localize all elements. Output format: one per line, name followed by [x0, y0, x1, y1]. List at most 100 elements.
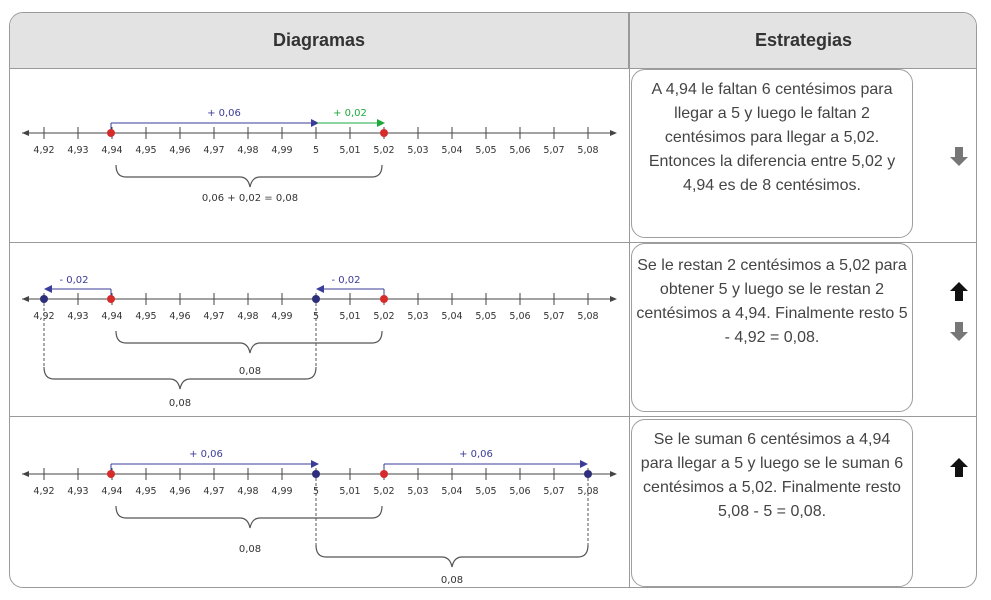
strategy-card-3: Se le suman 6 centésimos a 4,94 para lle… [631, 419, 913, 587]
tick-label: 5,08 [577, 145, 598, 156]
point-4-94 [107, 129, 115, 137]
brace [115, 164, 383, 188]
arrow-down-icon[interactable] [947, 319, 971, 343]
number-line-diagram-3: 4,92 4,93 4,94 4,95 4,96 4,97 4,98 4,99 5 5,01 5,0… [22, 449, 617, 586]
tick-label: 5,07 [543, 486, 564, 497]
tick-label: 4,93 [67, 145, 88, 156]
brace-upper [115, 505, 383, 529]
arrow-up-icon[interactable] [947, 456, 971, 480]
tick-label: 4,92 [33, 145, 54, 156]
point-5-08 [584, 470, 592, 478]
tick-label: 5,01 [339, 145, 360, 156]
point-5-02 [380, 129, 388, 137]
tick-label: 5,07 [543, 311, 564, 322]
column-divider [629, 13, 630, 587]
point-5-02 [380, 295, 388, 303]
tick-label: 5,03 [407, 486, 428, 497]
point-5-02 [380, 470, 388, 478]
brace-upper-label: 0,08 [239, 544, 261, 555]
tick-label: 4,98 [237, 311, 258, 322]
brace-upper-label: 0,08 [239, 366, 261, 377]
point-5 [312, 295, 320, 303]
tick-label: 5,08 [577, 486, 598, 497]
row-divider [10, 68, 976, 69]
tick-label: 5,02 [373, 311, 394, 322]
jump-label-2: + 0,06 [459, 449, 493, 460]
strategy-text-1: A 4,94 le faltan 6 centésimos para llega… [648, 81, 896, 194]
tick-label: 5,07 [543, 145, 564, 156]
tick-label: 5,04 [441, 145, 462, 156]
jump-arrowhead-1 [311, 119, 319, 127]
tick-label: 5,05 [475, 486, 496, 497]
number-line-diagram-1: 4,92 4,93 4,94 4,95 4,96 4,97 4,98 4,99 5 5,01 5,0… [22, 108, 617, 204]
jump-arrowhead-1 [44, 285, 52, 293]
tick-label: 4,97 [203, 486, 224, 497]
point-4-94 [107, 295, 115, 303]
brace-upper [115, 330, 383, 354]
strategy-card-2: Se le restan 2 centésimos a 5,02 para ob… [631, 243, 913, 412]
axis-arrow-right [610, 130, 617, 136]
jump-label-2: + 0,02 [333, 108, 367, 119]
tick-label: 4,97 [203, 145, 224, 156]
tick-label: 4,96 [169, 311, 190, 322]
header-diagrams: Diagramas [10, 13, 629, 68]
axis-arrow-left [22, 296, 29, 302]
brace-lower-label: 0,08 [169, 398, 191, 409]
tick-label: 5,06 [509, 486, 530, 497]
tick-label: 5,02 [373, 145, 394, 156]
row-divider [10, 242, 976, 243]
tick-label: 5,08 [577, 311, 598, 322]
tick-label: 4,93 [67, 486, 88, 497]
tick-label: 5 [313, 311, 319, 322]
tick-label: 4,94 [101, 145, 122, 156]
header-strategies: Estrategias [629, 13, 976, 68]
tick-label: 4,95 [135, 145, 156, 156]
tick-label: 5 [313, 145, 319, 156]
tick-label: 4,98 [237, 145, 258, 156]
tick-label: 5,03 [407, 145, 428, 156]
jump-label-1: - 0,02 [59, 275, 88, 286]
jump-label-1: + 0,06 [189, 449, 223, 460]
tick-label: 4,99 [271, 145, 292, 156]
tick-label: 4,95 [135, 486, 156, 497]
tick-label: 5,04 [441, 486, 462, 497]
tick-label: 5,01 [339, 311, 360, 322]
tick-label: 4,96 [169, 486, 190, 497]
axis-arrow-right [610, 296, 617, 302]
brace-lower-label: 0,08 [441, 575, 463, 586]
point-4-92 [40, 295, 48, 303]
point-5 [312, 470, 320, 478]
tick-label: 5,06 [509, 145, 530, 156]
tick-label: 4,92 [33, 486, 54, 497]
diagram-row-2: 4,92 4,93 4,94 4,95 4,96 4,97 4,98 4,99 5 5,01 5,0… [10, 243, 629, 416]
jump-label-2: - 0,02 [331, 275, 360, 286]
tick-label: 5,02 [373, 486, 394, 497]
axis-arrow-left [22, 471, 29, 477]
tick-label: 4,94 [101, 311, 122, 322]
tick-label: 4,96 [169, 145, 190, 156]
arrow-down-icon[interactable] [947, 144, 971, 168]
brace-label: 0,06 + 0,02 = 0,08 [202, 193, 298, 204]
strategy-text-3: Se le suman 6 centésimos a 4,94 para lle… [640, 431, 904, 520]
strategy-text-2: Se le restan 2 centésimos a 5,02 para ob… [636, 257, 908, 346]
axis-arrow-left [22, 130, 29, 136]
tick-label: 4,99 [271, 486, 292, 497]
diagram-row-1: 4,92 4,93 4,94 4,95 4,96 4,97 4,98 4,99 5 5,01 5,0… [10, 69, 629, 242]
jump-arrowhead-1 [311, 460, 319, 468]
tick-label: 5,04 [441, 311, 462, 322]
tick-label: 4,97 [203, 311, 224, 322]
number-line-diagram-2: 4,92 4,93 4,94 4,95 4,96 4,97 4,98 4,99 5 5,01 5,0… [22, 275, 617, 409]
point-4-94 [107, 470, 115, 478]
arrow-up-icon[interactable] [947, 280, 971, 304]
jump-arrowhead-2 [377, 119, 385, 127]
tick-label: 4,94 [101, 486, 122, 497]
tick-label: 5,03 [407, 311, 428, 322]
brace-lower [43, 366, 317, 390]
tick-label: 4,98 [237, 486, 258, 497]
tick-label: 5,01 [339, 486, 360, 497]
tick-label: 4,99 [271, 311, 292, 322]
axis-arrow-right [610, 471, 617, 477]
brace-lower [315, 544, 589, 568]
row-divider [10, 416, 976, 417]
tick-label: 4,92 [33, 311, 54, 322]
